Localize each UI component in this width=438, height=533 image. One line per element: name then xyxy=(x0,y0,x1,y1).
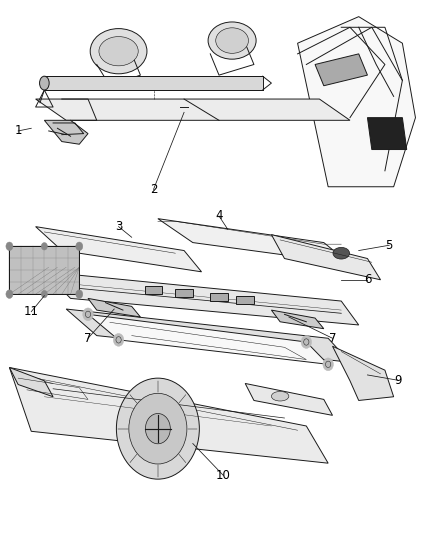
Polygon shape xyxy=(88,314,328,365)
Ellipse shape xyxy=(272,391,289,401)
Circle shape xyxy=(113,334,124,346)
Circle shape xyxy=(301,336,311,349)
Circle shape xyxy=(323,358,333,370)
Polygon shape xyxy=(175,289,193,297)
Polygon shape xyxy=(297,17,416,187)
Text: 7: 7 xyxy=(329,332,336,345)
Ellipse shape xyxy=(99,37,138,66)
Polygon shape xyxy=(44,120,88,144)
Polygon shape xyxy=(44,272,359,325)
Text: 11: 11 xyxy=(24,305,39,318)
Polygon shape xyxy=(237,296,254,304)
Circle shape xyxy=(76,290,83,298)
Ellipse shape xyxy=(216,28,248,53)
Circle shape xyxy=(6,242,13,251)
Polygon shape xyxy=(210,293,228,301)
Polygon shape xyxy=(10,368,53,397)
Ellipse shape xyxy=(90,29,147,74)
Polygon shape xyxy=(245,383,332,415)
Circle shape xyxy=(76,242,83,251)
Text: 4: 4 xyxy=(215,209,223,222)
Polygon shape xyxy=(367,118,407,150)
Polygon shape xyxy=(66,309,350,362)
Polygon shape xyxy=(35,99,350,120)
Text: 7: 7 xyxy=(84,332,92,345)
Text: 10: 10 xyxy=(216,469,231,482)
Polygon shape xyxy=(10,368,328,463)
Text: 2: 2 xyxy=(150,183,157,196)
Text: 9: 9 xyxy=(394,374,402,387)
Polygon shape xyxy=(35,227,201,272)
Ellipse shape xyxy=(39,76,49,90)
Polygon shape xyxy=(272,235,381,280)
Text: 3: 3 xyxy=(115,220,122,233)
Circle shape xyxy=(145,414,170,444)
Polygon shape xyxy=(88,298,141,317)
Polygon shape xyxy=(272,310,324,329)
Circle shape xyxy=(117,378,199,479)
Text: 5: 5 xyxy=(385,239,393,252)
Polygon shape xyxy=(44,76,263,90)
Circle shape xyxy=(6,290,13,298)
Circle shape xyxy=(41,243,47,250)
Polygon shape xyxy=(315,54,367,86)
Circle shape xyxy=(129,393,187,464)
Polygon shape xyxy=(145,286,162,294)
Ellipse shape xyxy=(208,22,256,59)
Polygon shape xyxy=(10,246,79,294)
Circle shape xyxy=(83,308,93,321)
Text: 1: 1 xyxy=(14,124,22,138)
Ellipse shape xyxy=(333,247,350,259)
Polygon shape xyxy=(332,346,394,400)
Circle shape xyxy=(41,290,47,298)
Text: 6: 6 xyxy=(364,273,371,286)
Polygon shape xyxy=(158,219,350,264)
